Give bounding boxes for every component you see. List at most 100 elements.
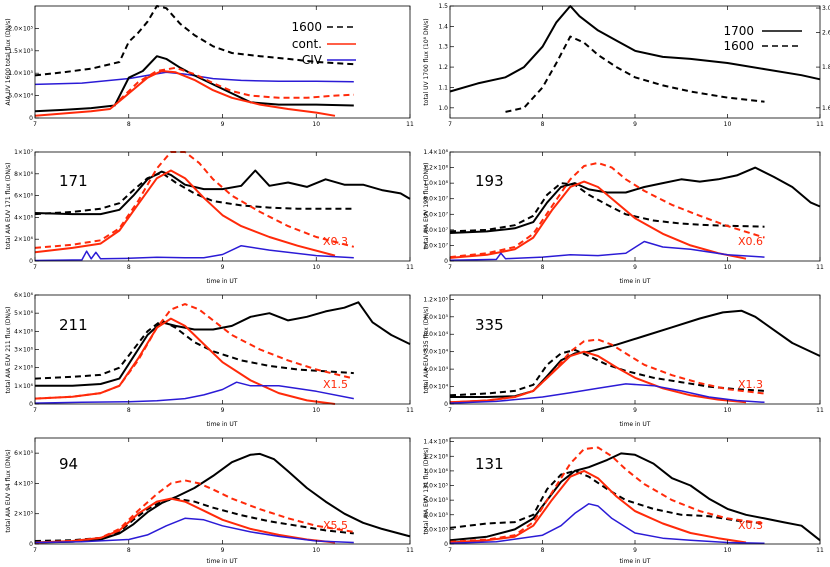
y-tick-label: 6.0×10⁴ (423, 349, 448, 356)
x-axis-label: time in UT (207, 421, 238, 428)
y-tick-label: 1×10⁷ (14, 149, 33, 156)
x-axis-label: time in UT (620, 558, 651, 565)
y-tick-label: 4.0×10⁷ (423, 227, 448, 234)
x-tick-label: 8 (541, 121, 545, 128)
series-line-1700 (449, 5, 821, 93)
y-tick-label: 1.4 (438, 23, 448, 30)
right-y-tick-label: 3.0 (822, 5, 830, 12)
right-y-tick-label: 1.6 (822, 105, 830, 112)
series-line-red-dashed (34, 303, 355, 400)
y-tick-label: 1.4×10⁸ (423, 149, 448, 156)
x-axis-label: time in UT (207, 278, 238, 285)
y-tick-label: 1.2×10⁸ (423, 165, 448, 172)
y-tick-label: 1.3 (438, 44, 448, 51)
y-tick-label: 1.0×10⁸ (423, 180, 448, 187)
series-line-red-solid (34, 497, 336, 544)
y-tick-label: 2×10⁶ (14, 236, 33, 243)
series-line-black-dashed (449, 182, 765, 233)
y-tick-label: 8×10⁶ (14, 171, 33, 178)
series-line-blue (34, 517, 354, 544)
x-tick-label: 8 (127, 121, 131, 128)
x-tick-label: 11 (406, 407, 414, 414)
x-tick-label: 11 (816, 121, 824, 128)
x-axis-label: time in UT (620, 278, 651, 285)
legend-label-1600: 1600 (291, 20, 322, 34)
x-tick-label: 11 (406, 547, 414, 554)
y-tick-label: 1.5 (438, 3, 448, 10)
series-line-black-solid (449, 452, 821, 542)
series-line-blue (34, 381, 354, 404)
series-line-cont-dashed (118, 66, 354, 101)
plot-frame (34, 5, 411, 119)
series-line-black-solid (34, 169, 411, 216)
plot-frame (34, 437, 411, 545)
panel-label: 94 (59, 455, 78, 473)
x-tick-label: 9 (633, 121, 637, 128)
series-line-red-dashed (449, 338, 765, 404)
right-y-tick-label: 1.8 (822, 64, 830, 71)
plot-frame (449, 151, 821, 262)
y-tick-label: 2.0×10⁵ (8, 25, 33, 32)
scale-factor-label: X1.3 (738, 378, 763, 391)
series-line-red-solid (449, 180, 747, 260)
y-axis-label: AIA UV 1600 total flux (DN/s) (5, 18, 12, 105)
series-line-black-dashed (449, 348, 765, 397)
scale-factor-label: X0.6 (738, 235, 763, 248)
series-line-1600-dark (34, 55, 354, 113)
x-tick-label: 8 (541, 407, 545, 414)
x-tick-label: 11 (816, 407, 824, 414)
legend: 1700 1600 (723, 24, 802, 53)
y-tick-label: 1.2×10⁶ (423, 453, 448, 460)
series-line-blue (449, 240, 765, 261)
x-tick-label: 9 (633, 407, 637, 414)
y-tick-label: 0 (444, 541, 448, 548)
y-tick-label: 4.0×10⁴ (423, 366, 448, 373)
y-axis-label: total UV 1700 flux (10⁸ DN/s) (423, 18, 430, 105)
series-line-civ (34, 71, 354, 86)
panel-label: 131 (475, 455, 504, 473)
series-line-black-dashed (34, 319, 354, 380)
y-axis-label: total AIA EUV 211 flux (DN/s) (5, 306, 12, 393)
y-tick-label: 0 (444, 401, 448, 408)
panel-euv-211: 7 8 9 10 11 6×10⁶ 5×10⁶ 4×10⁶ 3×10⁶ 2×10⁶ 1×10⁶ 0 t… (5, 292, 414, 428)
x-tick-label: 10 (312, 407, 320, 414)
x-tick-label: 10 (312, 547, 320, 554)
y-tick-label: 8.0×10⁷ (423, 196, 448, 203)
panel-label: 171 (59, 172, 88, 190)
y-tick-label: 2×10⁶ (14, 365, 33, 372)
x-tick-label: 7 (448, 264, 452, 271)
x-tick-label: 10 (724, 547, 732, 554)
x-tick-label: 7 (33, 547, 37, 554)
panel-label: 335 (475, 316, 504, 334)
y-tick-label: 5×10⁶ (14, 310, 33, 317)
right-y-tick-label: 2.6 (822, 29, 830, 36)
y-tick-label: 6.0×10⁵ (423, 497, 448, 504)
series-line-cont- (34, 70, 336, 117)
x-tick-label: 7 (33, 121, 37, 128)
panel-euv-335: 7 8 9 10 11 1.2×10⁵ 1.0×10⁵ 8.0×10⁴ 6.0×10⁴ 4.0×1… (423, 294, 824, 428)
panel-label: 211 (59, 316, 88, 334)
y-tick-label: 6.0×10⁷ (423, 211, 448, 218)
y-axis-label: total AIA EUV 171 flux (DN/s) (5, 162, 12, 249)
series-line-black-dashed (449, 469, 765, 529)
y-tick-label: 0 (29, 541, 33, 548)
series-line-blue (449, 383, 765, 404)
y-tick-label: 4×10⁵ (14, 480, 33, 487)
y-tick-label: 4.0×10⁵ (423, 512, 448, 519)
x-tick-label: 11 (816, 547, 824, 554)
series-line-red-dashed (449, 161, 765, 259)
legend-label-cont: cont. (292, 37, 322, 51)
series-line-black-solid (34, 452, 411, 544)
legend-label-1700: 1700 (723, 24, 754, 38)
scale-factor-label: X1.5 (323, 378, 348, 391)
series-line-black-dashed (34, 171, 354, 216)
x-tick-label: 8 (127, 407, 131, 414)
series-line-red-dashed (34, 151, 355, 249)
plot-frame (34, 294, 411, 405)
x-tick-label: 7 (448, 407, 452, 414)
legend-label-civ: CIV (302, 53, 323, 67)
x-tick-label: 9 (221, 264, 225, 271)
series-line-red-dashed (34, 479, 354, 544)
scale-factor-label: X5.5 (323, 519, 348, 532)
